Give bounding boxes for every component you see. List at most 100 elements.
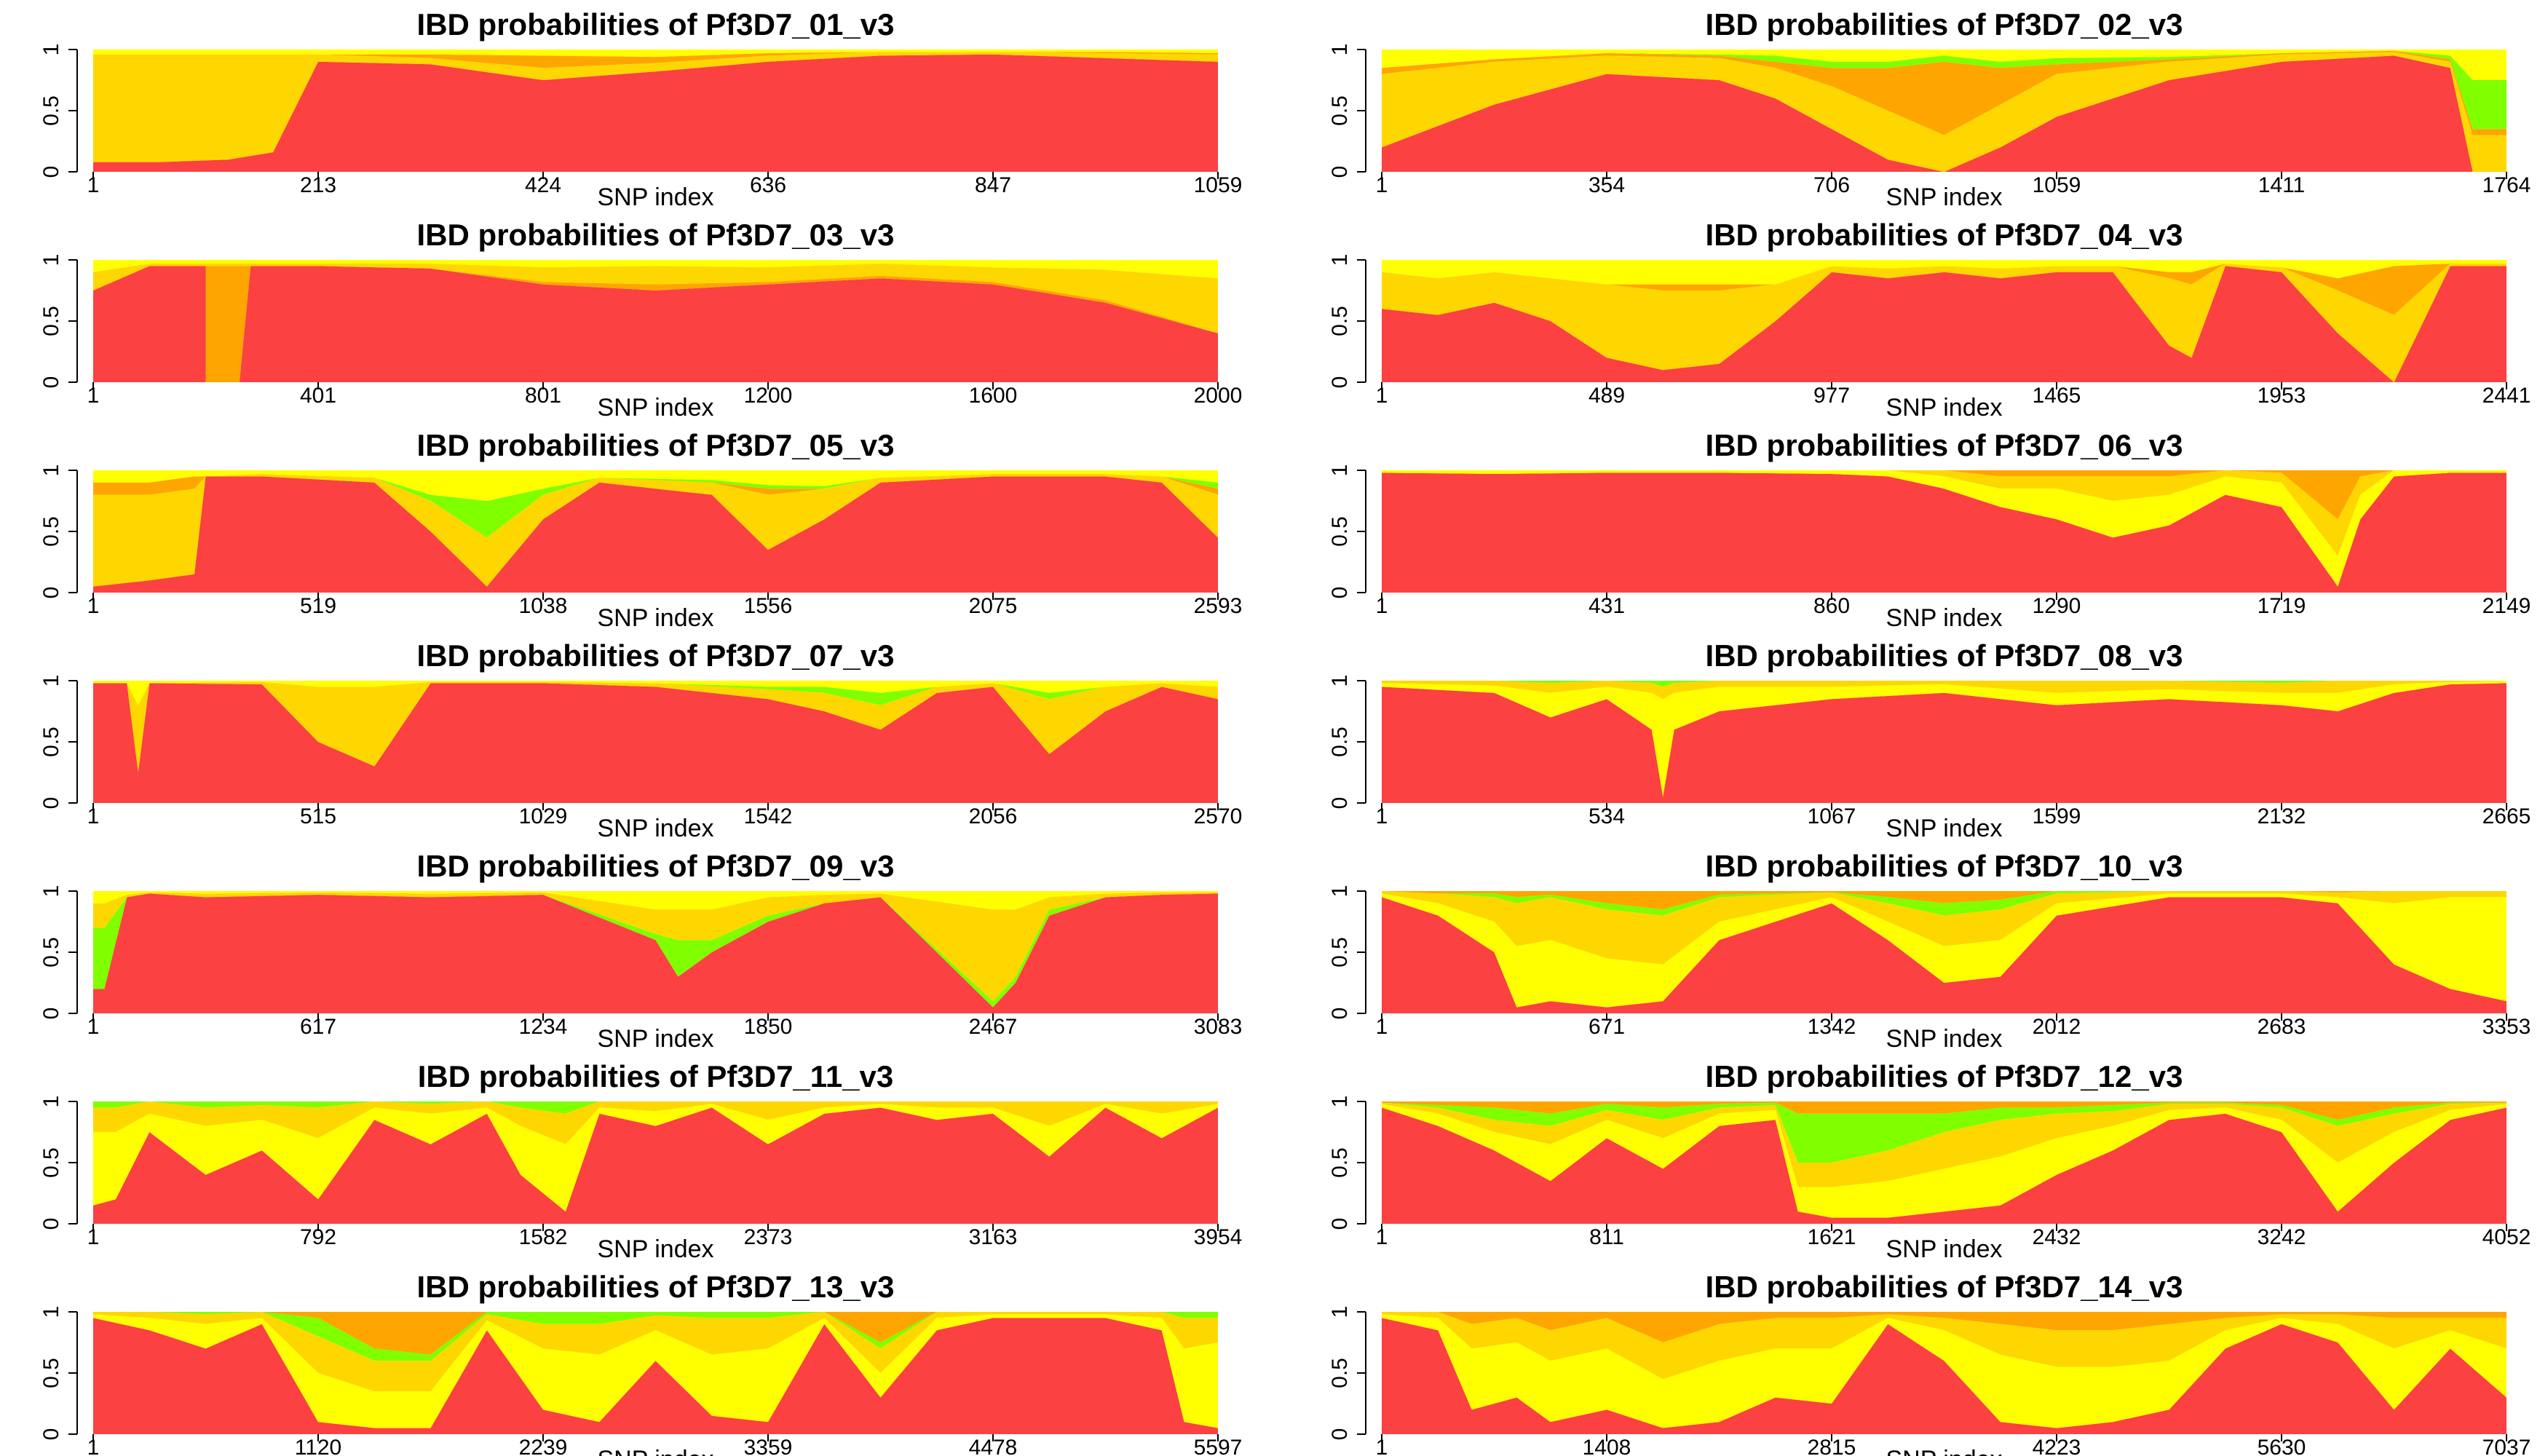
x-tick-label: 1290: [2033, 594, 2081, 618]
panel-title: IBD probabilities of Pf3D7_01_v3: [417, 7, 895, 41]
x-axis-label: SNP index: [1886, 183, 2002, 211]
panel-title: IBD probabilities of Pf3D7_02_v3: [1706, 7, 2183, 41]
y-tick-label: 0: [39, 1428, 63, 1441]
ibd-area-red: [1382, 1318, 2507, 1434]
ibd-panel-chr07: IBD probabilities of Pf3D7_07_v3 0 0.5 1 1 51…: [39, 638, 1242, 842]
panel-title: IBD probabilities of Pf3D7_12_v3: [1706, 1059, 2183, 1093]
panel-title: IBD probabilities of Pf3D7_13_v3: [417, 1270, 895, 1304]
y-tick-label: 0.5: [39, 727, 63, 757]
y-tick-label: 1: [39, 1096, 63, 1108]
ibd-area-red: [93, 1107, 1218, 1224]
x-tick-label: 1: [87, 173, 100, 197]
ibd-area-yellow: [1382, 260, 2507, 285]
x-tick-label: 515: [300, 804, 336, 828]
ibd-area-red: [93, 266, 1218, 382]
y-tick-label: 1: [1328, 1096, 1352, 1108]
x-tick-label: 3954: [1194, 1225, 1243, 1249]
x-tick-label: 5597: [1194, 1436, 1243, 1456]
ibd-area-gold: [1382, 1102, 2507, 1187]
y-tick-label: 1: [39, 464, 63, 477]
x-tick-label: 3359: [744, 1436, 793, 1456]
x-tick-label: 1234: [519, 1015, 568, 1039]
y-tick-label: 0: [39, 797, 63, 810]
y-tick-label: 1: [1328, 254, 1352, 266]
x-tick-label: 1582: [519, 1225, 568, 1249]
ibd-area-red: [93, 476, 1218, 593]
ibd-area-gold: [93, 1101, 1218, 1144]
x-tick-label: 1067: [1808, 804, 1856, 828]
ibd-panel-chr10: IBD probabilities of Pf3D7_10_v3 0 0.5 1 1 67…: [1328, 849, 2531, 1053]
x-tick-label: 3163: [969, 1225, 1018, 1249]
ibd-area-yellow: [93, 50, 1218, 58]
ibd-area-red: [1382, 1107, 2507, 1224]
y-tick-label: 0.5: [39, 306, 63, 336]
y-tick-label: 0.5: [39, 937, 63, 968]
x-tick-label: 2815: [1808, 1436, 1856, 1456]
x-tick-label: 213: [300, 173, 336, 197]
ibd-area-red: [93, 1318, 1218, 1434]
x-tick-label: 1719: [2258, 594, 2306, 618]
ibd-panel-chr12: IBD probabilities of Pf3D7_12_v3 0 0.5 1 1 81…: [1328, 1059, 2531, 1263]
ibd-area-gold: [93, 264, 1218, 333]
ibd-area-yellow: [93, 681, 1218, 705]
panel-title: IBD probabilities of Pf3D7_09_v3: [417, 849, 895, 883]
y-tick-label: 0: [39, 376, 63, 389]
x-tick-label: 1: [87, 804, 100, 828]
ibd-area-red: [1382, 472, 2507, 593]
y-tick-label: 0: [39, 166, 63, 178]
x-tick-label: 354: [1588, 173, 1625, 197]
x-tick-label: 706: [1813, 173, 1850, 197]
x-tick-label: 1599: [2033, 804, 2081, 828]
panel-title: IBD probabilities of Pf3D7_04_v3: [1706, 218, 2183, 252]
ibd-panel-chr14: IBD probabilities of Pf3D7_14_v3 0 0.5 1 1 14…: [1328, 1270, 2531, 1456]
ibd-area-orange: [1382, 1101, 2507, 1120]
x-tick-label: 2441: [2482, 384, 2531, 408]
x-tick-label: 1764: [2482, 173, 2531, 197]
x-tick-label: 2132: [2258, 804, 2306, 828]
x-tick-label: 977: [1813, 384, 1850, 408]
ibd-panel-chr02: IBD probabilities of Pf3D7_02_v3 0 0.5 1 1 35…: [1328, 7, 2531, 211]
y-tick-label: 0: [1328, 1008, 1352, 1020]
y-tick-label: 0.5: [1328, 727, 1352, 757]
ibd-panel-chr06: IBD probabilities of Pf3D7_06_v3 0 0.5 1 1 43…: [1328, 428, 2531, 632]
ibd-area-red: [93, 54, 1218, 172]
x-axis-label: SNP index: [597, 815, 713, 842]
ibd-area-yellow: [1382, 893, 2507, 1008]
x-tick-label: 1: [87, 1015, 100, 1039]
ibd-panel-chr03: IBD probabilities of Pf3D7_03_v3 0 0.5 1 1 40…: [39, 218, 1242, 422]
y-tick-label: 1: [1328, 464, 1352, 477]
ibd-panel-chr05: IBD probabilities of Pf3D7_05_v3 0 0.5 1 1 51…: [39, 428, 1242, 632]
ibd-area-red: [1382, 55, 2507, 173]
x-axis-label: SNP index: [597, 394, 713, 422]
y-tick-label: 1: [39, 885, 63, 898]
ibd-area-red: [1382, 897, 2507, 1013]
ibd-area-orange: [1382, 264, 2507, 315]
x-tick-label: 1600: [969, 384, 1018, 408]
x-axis-label: SNP index: [1886, 394, 2002, 422]
x-tick-label: 7037: [2482, 1436, 2531, 1456]
x-tick-label: 2149: [2482, 594, 2531, 618]
x-tick-label: 1: [1376, 173, 1388, 197]
ibd-area-orange: [93, 266, 1218, 382]
x-tick-label: 801: [525, 384, 561, 408]
ibd-panel-chr01: IBD probabilities of Pf3D7_01_v3 0 0.5 1 1 21…: [39, 7, 1242, 211]
y-tick-label: 0.5: [1328, 516, 1352, 547]
x-tick-label: 4223: [2033, 1436, 2081, 1456]
x-tick-label: 2570: [1194, 804, 1243, 828]
y-tick-label: 1: [1328, 675, 1352, 687]
x-tick-label: 3242: [2258, 1225, 2306, 1249]
y-tick-label: 0: [39, 587, 63, 599]
panel-title: IBD probabilities of Pf3D7_05_v3: [417, 428, 895, 462]
ibd-area-orange: [1382, 891, 2507, 910]
x-tick-label: 2075: [969, 594, 1018, 618]
panel-title: IBD probabilities of Pf3D7_07_v3: [417, 638, 895, 673]
y-tick-label: 0: [39, 1008, 63, 1020]
ibd-area-red: [93, 683, 1218, 803]
ibd-area-yellow: [93, 1314, 1218, 1428]
ibd-area-yellow: [93, 260, 1218, 279]
x-tick-label: 1: [87, 1436, 100, 1456]
x-tick-label: 2012: [2033, 1015, 2081, 1039]
y-tick-label: 1: [1328, 44, 1352, 56]
y-tick-label: 0.5: [1328, 95, 1352, 126]
ibd-area-green: [1382, 1102, 2507, 1163]
